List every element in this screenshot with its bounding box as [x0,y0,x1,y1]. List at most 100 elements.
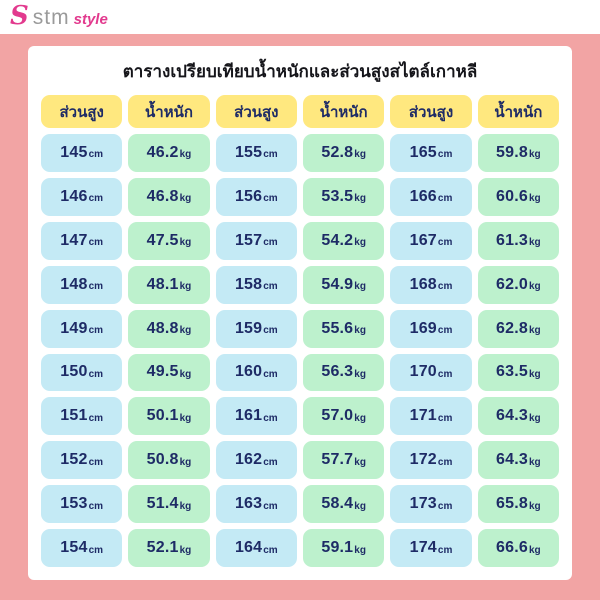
top-bar: S stm style [0,0,600,34]
height-unit: cm [88,500,104,512]
weight-unit: kg [354,368,366,380]
weight-value: 50.1 [146,407,179,425]
weight-unit: kg [354,281,366,293]
height-unit: cm [437,237,453,249]
height-cell: 149 cm [41,309,123,348]
weight-cell: 64.3 kg [477,397,559,436]
height-unit: cm [437,368,453,380]
height-unit: cm [88,281,104,293]
height-unit: cm [263,149,278,161]
weight-cell: 62.8 kg [477,309,559,348]
weight-cell: 47.5 kg [128,221,210,260]
height-column-header: ส่วนสูง [41,95,123,128]
height-cell: 163 cm [215,485,297,524]
height-column-header: ส่วนสูง [390,95,472,128]
weight-unit: kg [179,412,192,424]
weight-unit: kg [354,149,366,161]
height-cell: 154 cm [41,529,123,567]
weight-unit: kg [179,281,192,293]
height-value: 166 [409,187,437,205]
height-value: 156 [234,187,263,205]
weight-value: 46.2 [146,143,179,161]
weight-column-header: น้ำหนัก [477,95,559,128]
weight-cell: 53.5 kg [303,177,385,216]
weight-value: 47.5 [146,231,179,249]
weight-column-header: น้ำหนัก [128,95,210,128]
height-cell: 155 cm [215,134,297,172]
height-cell: 147 cm [41,221,123,260]
weight-cell: 50.8 kg [128,441,210,480]
weight-cell: 49.5 kg [128,353,210,392]
weight-value: 60.6 [496,187,528,205]
height-value: 146 [60,187,88,205]
height-value: 149 [60,319,88,337]
weight-value: 54.2 [321,231,354,249]
weight-unit: kg [179,500,192,512]
height-value: 150 [60,363,88,381]
weight-value: 52.8 [321,143,354,161]
height-unit: cm [263,412,278,424]
weight-value: 49.5 [146,363,179,381]
weight-cell: 58.4 kg [303,485,385,524]
weight-cell: 57.7 kg [303,441,385,480]
height-unit: cm [88,544,104,556]
height-cell: 153 cm [41,485,123,524]
weight-unit: kg [528,500,541,512]
weight-value: 65.8 [496,495,528,513]
height-value: 168 [409,275,437,293]
weight-cell: 65.8 kg [477,485,559,524]
weight-value: 46.8 [146,187,179,205]
weight-cell: 46.8 kg [128,177,210,216]
weight-value: 57.7 [321,451,354,469]
weight-value: 64.3 [496,407,528,425]
weight-value: 64.3 [496,451,528,469]
height-value: 169 [409,319,437,337]
height-unit: cm [437,456,453,468]
height-unit: cm [88,412,104,424]
weight-unit: kg [354,325,366,337]
weight-cell: 55.6 kg [303,309,385,348]
weight-unit: kg [528,193,541,205]
height-unit: cm [437,500,453,512]
height-value: 154 [60,539,88,557]
height-cell: 173 cm [390,485,472,524]
weight-unit: kg [179,544,192,556]
weight-value: 59.1 [321,539,354,557]
height-cell: 158 cm [215,265,297,304]
height-unit: cm [437,281,453,293]
height-value: 151 [60,407,88,425]
weight-value: 53.5 [321,187,354,205]
height-unit: cm [88,149,104,161]
weight-unit: kg [354,456,366,468]
weight-unit: kg [179,193,192,205]
height-value: 159 [234,319,263,337]
weight-cell: 62.0 kg [477,265,559,304]
height-cell: 172 cm [390,441,472,480]
weight-cell: 60.6 kg [477,177,559,216]
weight-unit: kg [354,500,366,512]
brand-name: stm [32,5,70,29]
brand-logo: S stm style [10,2,108,30]
height-unit: cm [88,325,104,337]
weight-unit: kg [354,237,366,249]
weight-value: 52.1 [146,539,179,557]
weight-value: 56.3 [321,363,354,381]
weight-cell: 50.1 kg [128,397,210,436]
height-value: 172 [409,451,437,469]
weight-value: 48.1 [146,275,179,293]
weight-value: 63.5 [496,363,528,381]
height-cell: 151 cm [41,397,123,436]
weight-value: 50.8 [146,451,179,469]
height-value: 160 [234,363,263,381]
height-value: 153 [60,495,88,513]
height-unit: cm [88,456,104,468]
weight-unit: kg [528,456,541,468]
height-unit: cm [437,193,453,205]
weight-unit: kg [179,325,192,337]
height-cell: 165 cm [390,134,472,172]
weight-value: 48.8 [146,319,179,337]
weight-value: 62.8 [496,319,528,337]
height-value: 155 [234,143,263,161]
weight-cell: 61.3 kg [477,221,559,260]
weight-cell: 52.1 kg [128,529,210,567]
